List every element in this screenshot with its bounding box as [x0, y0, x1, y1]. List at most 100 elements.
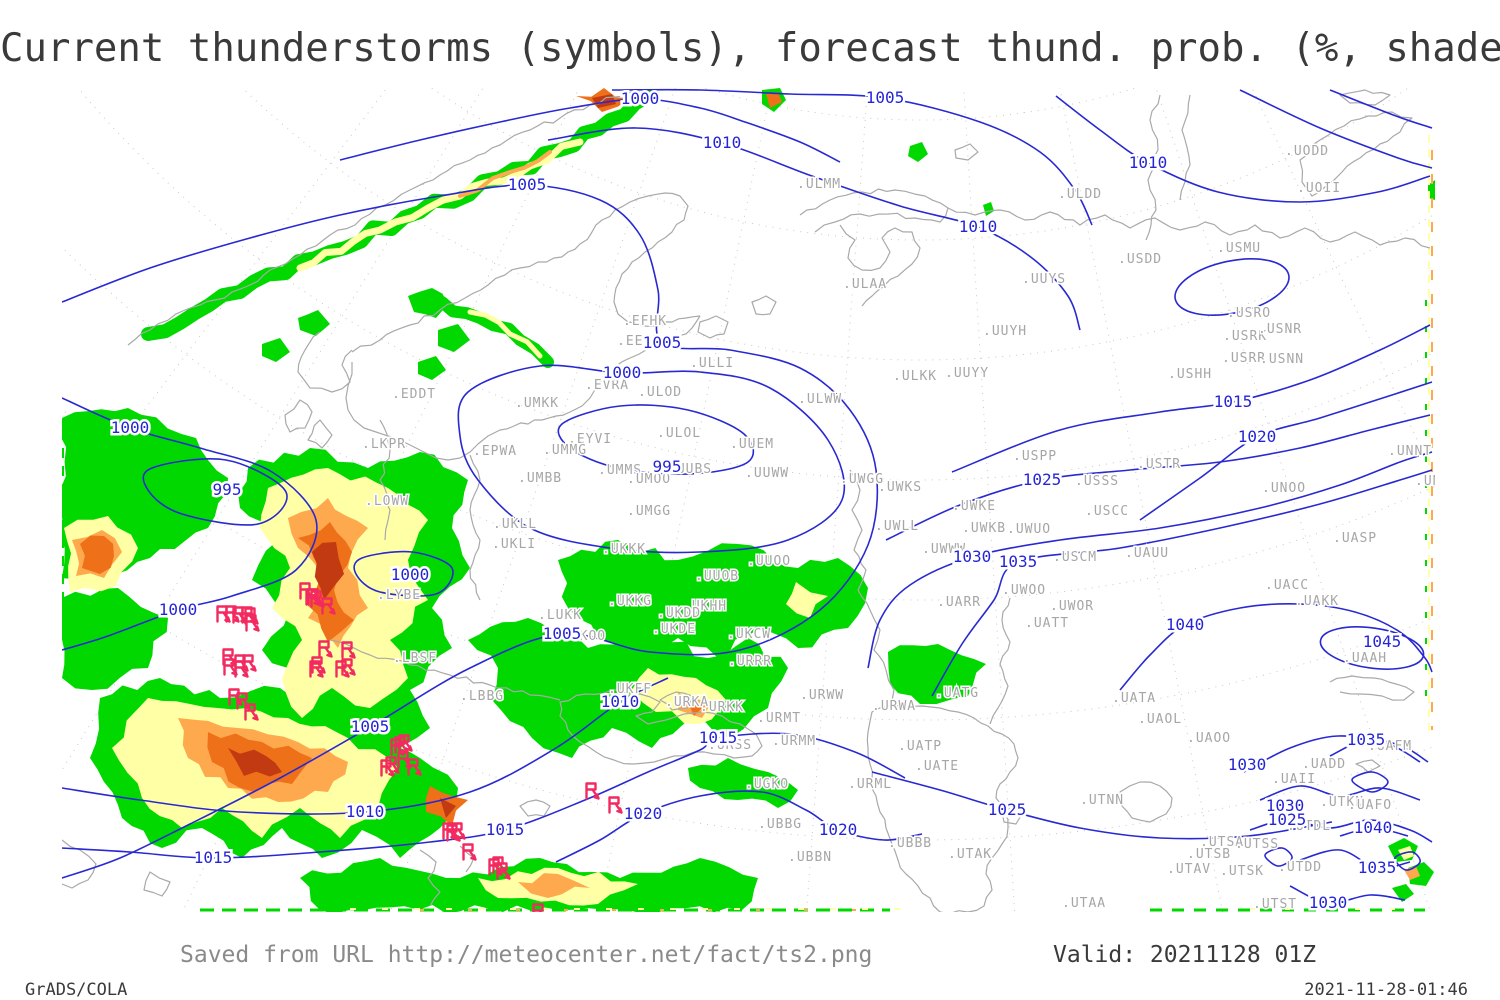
station-label: .UKCW: [727, 627, 771, 642]
probability-patch: [558, 540, 868, 658]
isobar-value-label: 1000: [111, 418, 150, 437]
isobar-value-label: 1010: [1129, 153, 1168, 172]
thunderstorm-icon: [223, 658, 238, 676]
station-label: .UUEM: [730, 437, 774, 452]
isobar-value-label: 1045: [1363, 632, 1402, 651]
isobar-value-label: 1000: [621, 89, 660, 108]
station-label: .UOII: [1297, 181, 1341, 196]
station-label: .UKKK: [602, 542, 646, 557]
thunderstorm-icon: [216, 605, 231, 623]
station-label: .UUWW: [745, 466, 789, 481]
parallel-line: [241, 88, 1435, 361]
station-label: .UNNT: [1388, 444, 1432, 459]
station-label: .UTST: [1253, 897, 1297, 912]
station-label: .UWOO: [1002, 583, 1046, 598]
probability-patch: [908, 142, 928, 162]
station-label: .EVRA: [585, 378, 629, 393]
isobar-line: [1299, 849, 1411, 870]
station-label: .USRO: [1227, 306, 1271, 321]
isobar-line: [62, 677, 669, 815]
isobar-value-label: 1035: [1358, 858, 1397, 877]
isobar-value-label: 1005: [643, 333, 682, 352]
coastline: [1355, 759, 1381, 773]
coastline: [1119, 781, 1173, 823]
isobar-line: [557, 404, 755, 475]
isobar-value-label: 1015: [1214, 392, 1253, 411]
station-label: .URMM: [772, 734, 816, 749]
station-label: .UGKO: [745, 777, 789, 792]
meridian-line: [389, 88, 676, 912]
station-label: .LBSF: [393, 651, 437, 666]
probability-patch: [888, 644, 986, 704]
isobar-line: [62, 732, 906, 859]
thunderstorm-cluster: [228, 688, 259, 721]
station-label: .UWKB: [962, 521, 1006, 536]
coastline: [1299, 111, 1413, 197]
station-label: .USSS: [1075, 474, 1119, 489]
station-label: .USCC: [1085, 504, 1129, 519]
isobar-line: [1339, 827, 1409, 837]
isobar-line: [1394, 851, 1421, 871]
thunderstorm-symbol-layer: [216, 582, 623, 912]
thunderstorm-icon: [398, 734, 413, 752]
coastline: [1001, 805, 1023, 825]
probability-patch: [418, 356, 446, 380]
isobar-value-label: 1040: [1354, 818, 1393, 837]
thunderstorm-icon: [341, 641, 356, 659]
thunderstorm-icon: [585, 782, 600, 800]
probability-patch: [408, 288, 448, 318]
coastline: [799, 188, 949, 233]
thunderstorm-cluster: [488, 856, 511, 880]
probability-patch: [440, 798, 456, 818]
thunderstorm-icon: [309, 660, 324, 678]
source-url-caption: Saved from URL http://meteocenter.net/fa…: [180, 942, 873, 968]
thunderstorm-icon: [244, 703, 259, 721]
station-label: .UKFF: [608, 682, 652, 697]
station-label: .UATG: [935, 686, 979, 701]
isobar-value-label: 1030: [1266, 796, 1305, 815]
station-label: .LYBE: [377, 588, 421, 603]
station-label: .EPWA: [473, 444, 517, 459]
isobar-value-label: 1020: [819, 820, 858, 839]
isobar-line: [871, 771, 1333, 840]
station-label: .USHH: [1168, 367, 1212, 382]
isobar-value-label: 995: [213, 480, 242, 499]
isobar-value-label: 1030: [1228, 755, 1267, 774]
coastline: [1329, 675, 1415, 701]
probability-patch: [686, 698, 704, 716]
isobar-line: [611, 88, 1093, 226]
station-label: .UTKN: [1320, 795, 1364, 810]
station-label: .UMMS: [598, 463, 642, 478]
coastline: [329, 639, 561, 701]
isobar-value-label: 1005: [543, 624, 582, 643]
station-label: .UWKE: [952, 499, 996, 514]
isobar-value-label: 1015: [486, 820, 525, 839]
station-label: .UBBB: [888, 836, 932, 851]
station-label: .ULOL: [657, 426, 701, 441]
isobar-line: [547, 127, 1081, 331]
thunderstorm-icon: [234, 654, 249, 672]
station-label: .USMU: [1217, 241, 1261, 256]
station-label: .URML: [848, 777, 892, 792]
station-label: .UODD: [1285, 144, 1329, 159]
station-label: .UKDD: [657, 606, 701, 621]
probability-patch: [983, 202, 994, 216]
isobar-line: [353, 550, 454, 597]
isobar-value-label: 1015: [194, 848, 233, 867]
station-label: .UBBG: [758, 817, 802, 832]
station-label: .USCM: [1053, 550, 1097, 565]
probability-patch: [262, 338, 290, 362]
station-label: .LBBG: [460, 689, 504, 704]
isobar-line: [1055, 95, 1431, 203]
station-label: .UMMG: [543, 443, 587, 458]
station-label: .UUYY: [945, 366, 989, 381]
coastline: [947, 207, 1431, 249]
coastline: [559, 689, 763, 765]
isobar-value-label: 1020: [624, 804, 663, 823]
station-label: .UAOL: [1138, 712, 1182, 727]
thunderstorm-icon: [245, 614, 260, 632]
